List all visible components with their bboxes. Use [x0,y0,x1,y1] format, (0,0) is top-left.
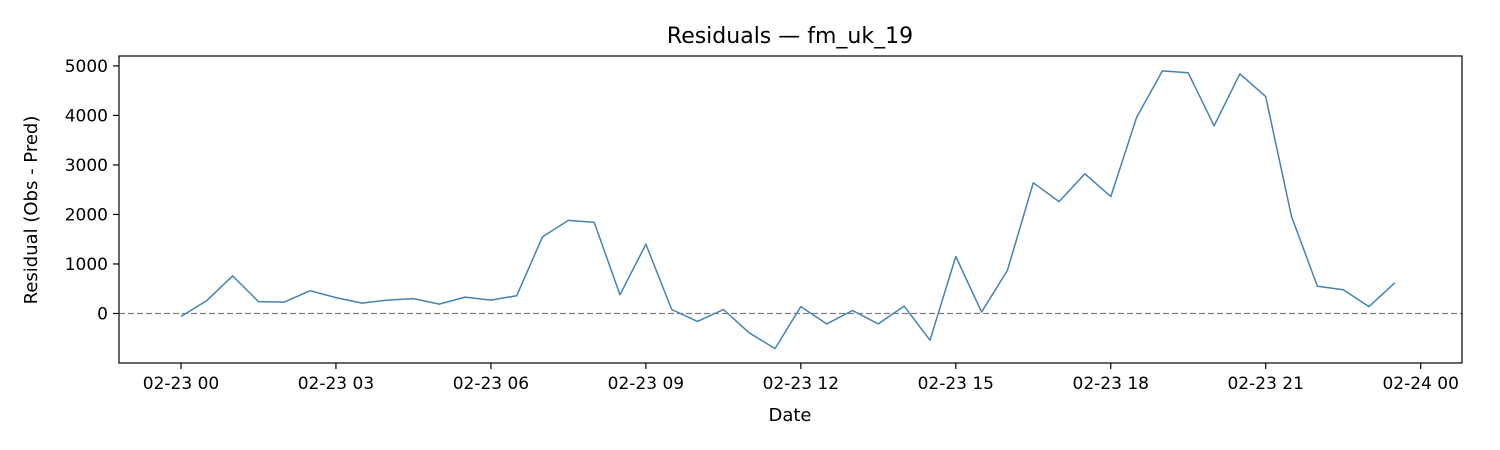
y-tick-label: 0 [97,304,108,324]
plot-frame [118,55,1463,364]
x-tick-label: 02-23 09 [608,374,684,394]
y-axis-label: Residual (Obs - Pred) [21,116,42,305]
x-tick-label: 02-23 00 [143,374,219,394]
y-tick-label: 5000 [65,57,108,77]
x-axis-label: Date [768,405,811,426]
y-tick-label: 3000 [65,156,108,176]
y-tick-label: 4000 [65,106,108,126]
x-tick-label: 02-23 21 [1227,374,1303,394]
residual-series-line [180,70,1396,350]
x-tick-label: 02-23 12 [763,374,839,394]
x-tick-label: 02-23 18 [1073,374,1149,394]
x-axis-ticks: 02-23 00 02-23 03 02-23 06 02-23 09 02-23 12… [143,363,1459,394]
x-tick-label: 02-24 00 [1382,374,1458,394]
y-axis-ticks: 0 1000 2000 3000 4000 5000 [65,57,119,324]
x-tick-label: 02-23 06 [453,374,529,394]
x-tick-label: 02-23 03 [298,374,374,394]
y-tick-label: 2000 [65,205,108,225]
plot-area [118,55,1463,364]
y-tick-label: 1000 [65,255,108,275]
x-tick-label: 02-23 15 [918,374,994,394]
chart-title: Residuals — fm_uk_19 [667,24,913,49]
